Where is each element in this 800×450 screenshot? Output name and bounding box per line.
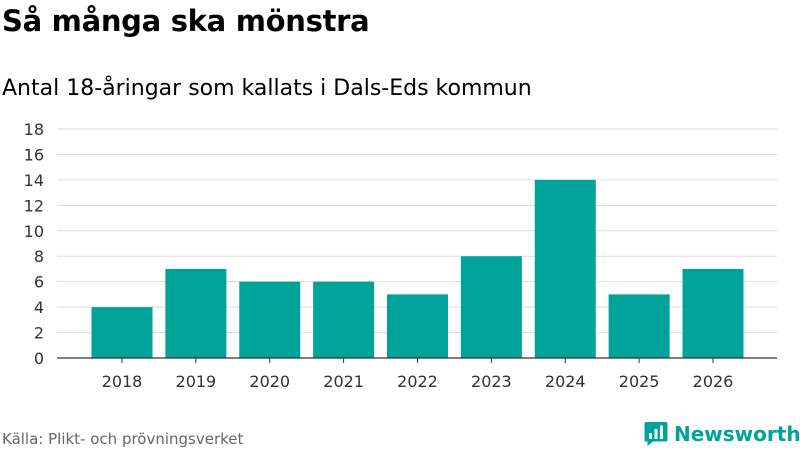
y-tick-label: 2 bbox=[34, 324, 44, 343]
y-tick-label: 10 bbox=[24, 222, 44, 241]
brand: Newsworthy bbox=[644, 420, 800, 448]
x-tick-label: 2021 bbox=[323, 372, 364, 391]
x-tick-label: 2022 bbox=[397, 372, 438, 391]
x-tick-label: 2026 bbox=[693, 372, 734, 391]
x-tick-label: 2019 bbox=[176, 372, 217, 391]
bar bbox=[608, 294, 670, 358]
source-note: Källa: Plikt- och prövningsverket bbox=[2, 430, 244, 448]
y-tick-label: 16 bbox=[24, 145, 44, 164]
y-tick-labels: 0 2 4 6 8 10 12 14 16 18 bbox=[24, 120, 44, 368]
y-tick-label: 18 bbox=[24, 120, 44, 139]
bar bbox=[534, 179, 596, 358]
y-tick-label: 14 bbox=[24, 171, 44, 190]
x-tick-label: 2025 bbox=[619, 372, 660, 391]
bar bbox=[682, 268, 744, 358]
newsworthy-logo-icon bbox=[644, 422, 668, 446]
y-tick-label: 0 bbox=[34, 349, 44, 368]
x-tick-label: 2018 bbox=[102, 372, 143, 391]
y-tick-label: 8 bbox=[34, 247, 44, 266]
bar bbox=[239, 281, 301, 358]
chart-subtitle: Antal 18-åringar som kallats i Dals-Eds … bbox=[2, 76, 532, 101]
x-tick-label: 2024 bbox=[545, 372, 586, 391]
brand-name: Newsworthy bbox=[674, 422, 800, 446]
chart-title: Så många ska mönstra bbox=[2, 4, 370, 38]
bar bbox=[313, 281, 375, 358]
bars bbox=[91, 179, 744, 358]
y-tick-label: 4 bbox=[34, 298, 44, 317]
bar bbox=[387, 294, 448, 358]
gridlines bbox=[57, 128, 777, 334]
x-tick-label: 2023 bbox=[471, 372, 512, 391]
x-tick-labels: 2018 2019 2020 2021 2022 2023 2024 2025 2026 bbox=[102, 358, 734, 391]
bar bbox=[165, 268, 227, 358]
y-tick-label: 12 bbox=[24, 196, 44, 215]
bar bbox=[460, 256, 522, 358]
x-tick-label: 2020 bbox=[249, 372, 290, 391]
bar bbox=[91, 307, 153, 358]
y-tick-label: 6 bbox=[34, 273, 44, 292]
